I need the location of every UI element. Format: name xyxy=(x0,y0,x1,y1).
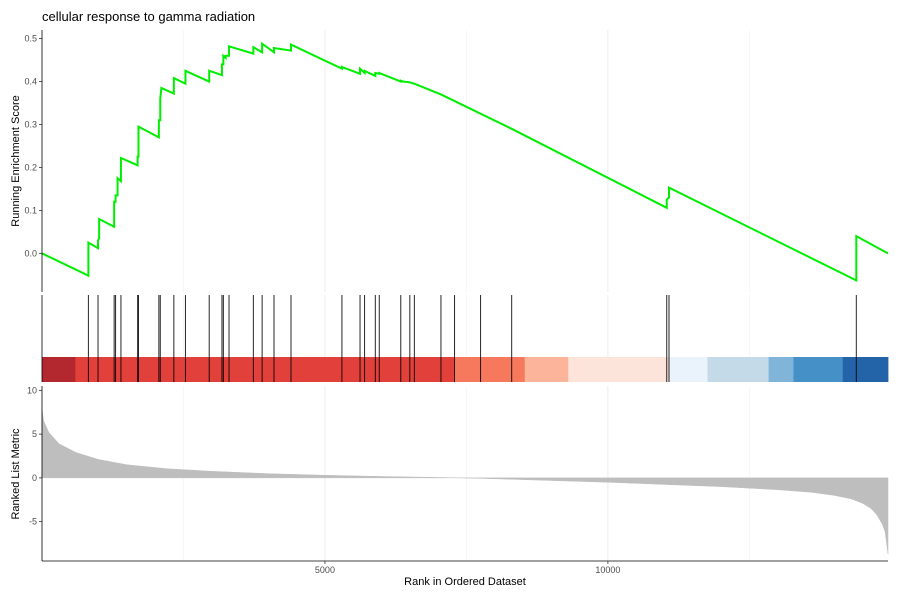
x-tick-label: 5000 xyxy=(315,565,335,575)
y-tick-label: -5 xyxy=(29,517,37,527)
rank-color-segment xyxy=(42,357,76,382)
ranked-metric-y-label: Ranked List Metric xyxy=(10,428,22,520)
rank-color-segment xyxy=(75,357,455,382)
running-score-y-label: Running Enrichment Score xyxy=(10,95,22,226)
y-tick-label: 0.1 xyxy=(24,205,37,215)
ranked-metric-area xyxy=(41,409,889,555)
y-tick-label: 0.0 xyxy=(24,248,37,258)
y-tick-label: 0.4 xyxy=(24,77,37,87)
rank-color-segment xyxy=(842,357,889,382)
y-tick-label: 0.3 xyxy=(24,119,37,129)
ranked-metric-y-ticks: 10 5 0 -5 xyxy=(27,385,42,527)
y-tick-label: 0 xyxy=(32,473,37,483)
x-tick-label: 10000 xyxy=(595,565,620,575)
rank-color-segment xyxy=(707,357,769,382)
rank-color-segment xyxy=(453,357,526,382)
chart-title: cellular response to gamma radiation xyxy=(42,9,255,24)
rank-color-bar xyxy=(42,357,889,382)
y-tick-label: 0.5 xyxy=(24,34,37,44)
y-tick-label: 5 xyxy=(32,429,37,439)
ranked-metric-panel: 10 5 0 -5 5000 10000 xyxy=(27,385,889,575)
running-score-line xyxy=(41,41,889,283)
gene-hits-panel xyxy=(41,295,889,382)
running-score-panel: 0.0 0.1 0.2 0.3 0.4 0.5 xyxy=(24,30,889,292)
y-tick-label: 10 xyxy=(27,385,37,395)
rank-color-segment xyxy=(524,357,569,382)
running-score-gridlines xyxy=(183,30,750,292)
ranked-metric-gridlines xyxy=(183,386,750,561)
rank-color-segment xyxy=(568,357,669,382)
x-axis-ticks: 5000 10000 xyxy=(315,561,620,575)
x-axis-label: Rank in Ordered Dataset xyxy=(404,576,526,588)
rank-color-segment xyxy=(668,357,708,382)
running-score-y-ticks: 0.0 0.1 0.2 0.3 0.4 0.5 xyxy=(24,34,42,258)
y-tick-label: 0.2 xyxy=(24,162,37,172)
gene-hit-lines xyxy=(87,295,857,382)
rank-color-segment xyxy=(768,357,794,382)
rank-color-segment xyxy=(793,357,844,382)
